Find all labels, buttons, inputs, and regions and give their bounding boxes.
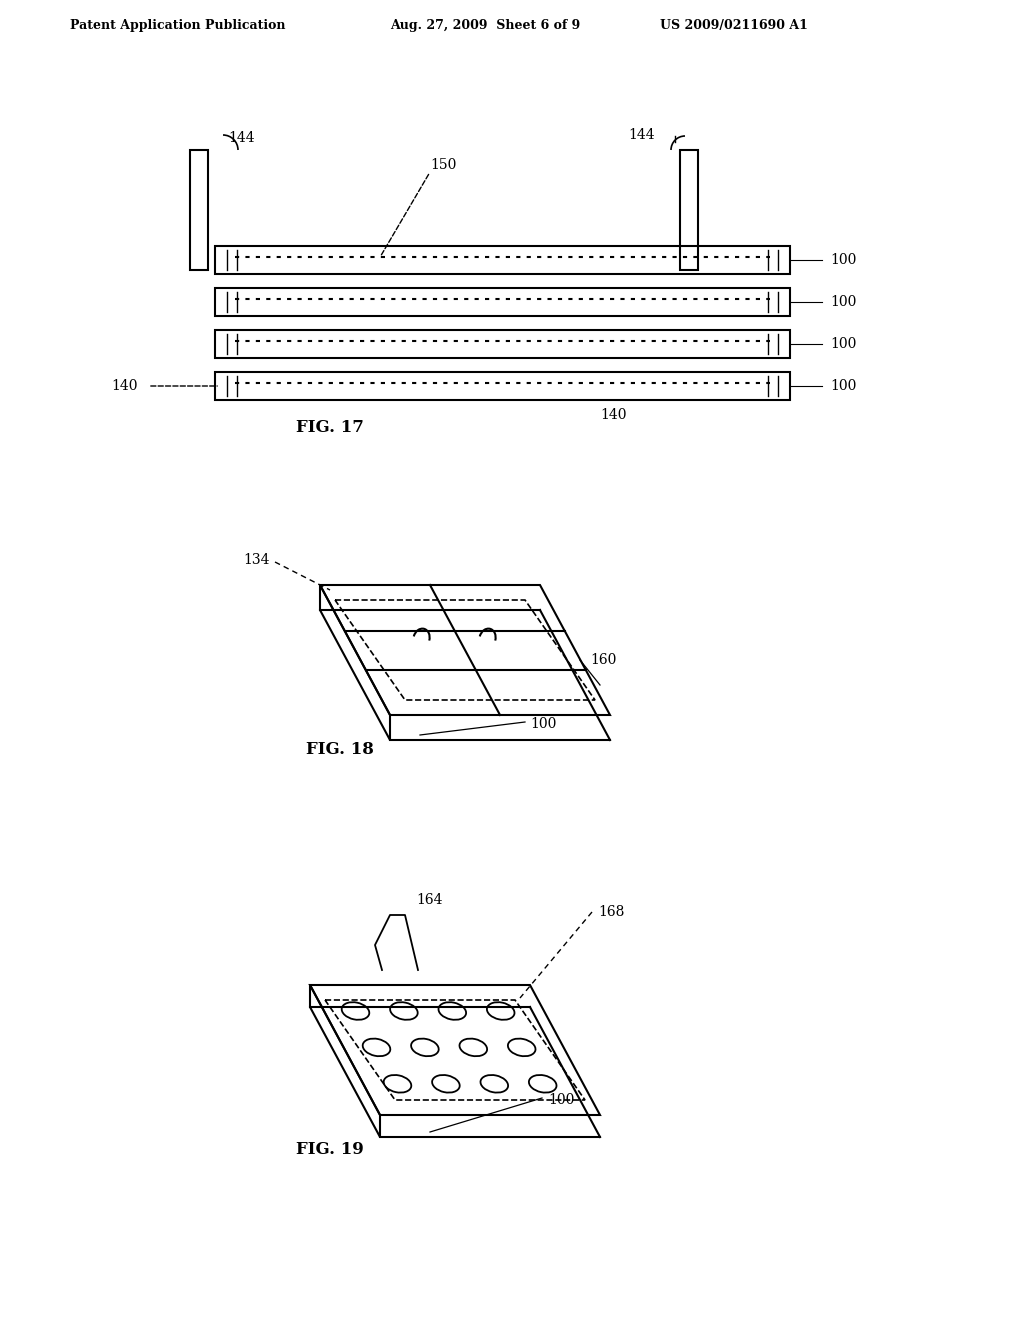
Text: 134: 134 [244, 553, 270, 568]
Text: Patent Application Publication: Patent Application Publication [70, 18, 286, 32]
Text: 100: 100 [830, 379, 856, 393]
Text: 164: 164 [417, 894, 443, 907]
Text: FIG. 18: FIG. 18 [306, 742, 374, 759]
Text: 100: 100 [830, 337, 856, 351]
Text: Aug. 27, 2009  Sheet 6 of 9: Aug. 27, 2009 Sheet 6 of 9 [390, 18, 581, 32]
Text: 100: 100 [548, 1093, 574, 1107]
Text: 100: 100 [530, 717, 556, 731]
Text: 150: 150 [430, 158, 457, 172]
Text: 140: 140 [112, 379, 138, 393]
Text: 144: 144 [228, 131, 255, 145]
Text: 140: 140 [600, 408, 627, 422]
Text: 168: 168 [598, 906, 625, 919]
Text: 144: 144 [629, 128, 655, 143]
Text: US 2009/0211690 A1: US 2009/0211690 A1 [660, 18, 808, 32]
Text: 100: 100 [830, 253, 856, 267]
Text: 160: 160 [590, 653, 616, 667]
Text: 100: 100 [830, 294, 856, 309]
Text: FIG. 19: FIG. 19 [296, 1142, 364, 1159]
Text: FIG. 17: FIG. 17 [296, 418, 364, 436]
